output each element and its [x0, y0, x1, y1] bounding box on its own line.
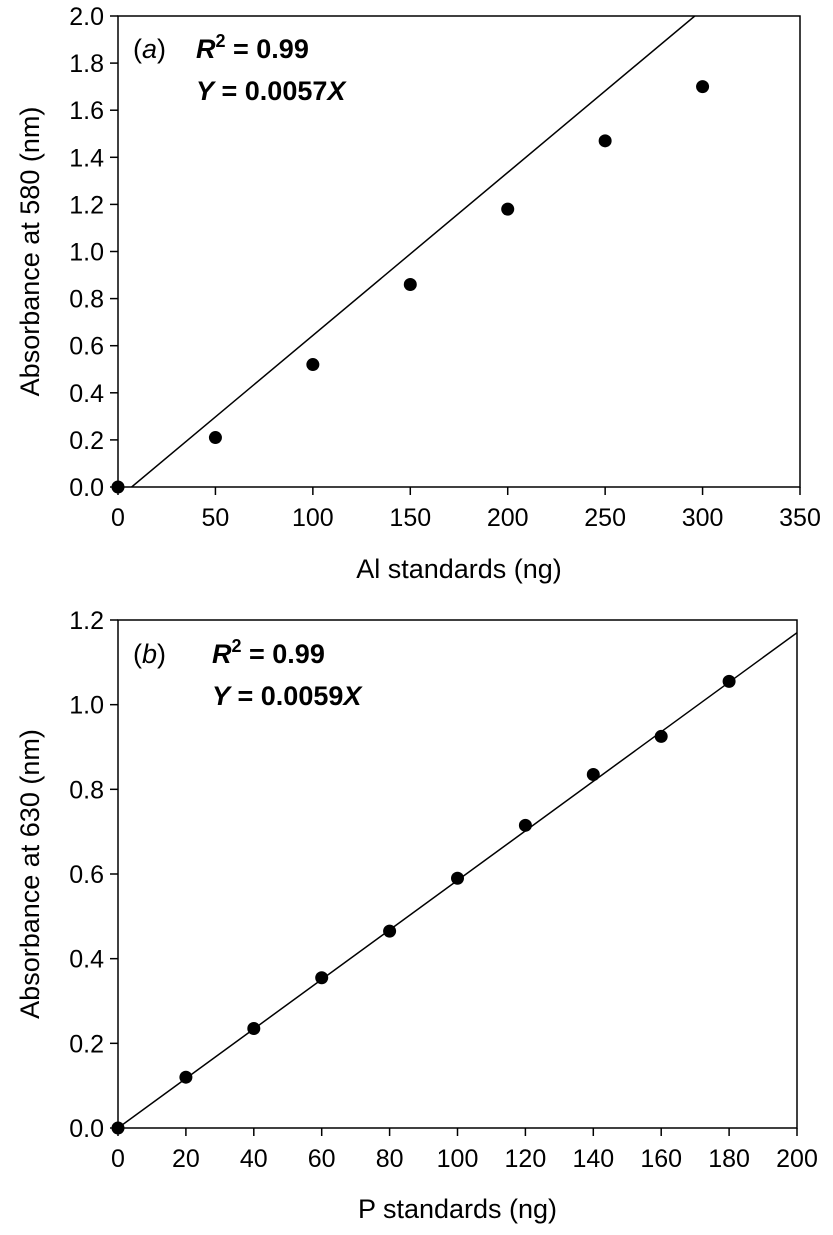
x-axis-title: Al standards (ng): [356, 554, 562, 584]
y-tick-label: 0.2: [69, 427, 104, 455]
data-point: [208, 431, 222, 445]
x-tick-label: 80: [376, 1145, 404, 1173]
r-squared-label: R2 = 0.99: [196, 31, 309, 64]
x-tick-label: 0: [111, 1145, 125, 1173]
x-tick-label: 50: [202, 504, 230, 532]
y-tick-label: 0.0: [69, 474, 104, 502]
y-tick-label: 1.2: [69, 191, 104, 219]
x-tick-label: 0: [111, 504, 125, 532]
x-tick-label: 60: [308, 1145, 336, 1173]
x-tick-label: 160: [640, 1145, 682, 1173]
x-tick-label: 200: [487, 504, 529, 532]
x-tick-label: 180: [708, 1145, 750, 1173]
data-point: [315, 971, 329, 985]
data-point: [518, 818, 532, 832]
y-tick-label: 1.6: [69, 97, 104, 125]
x-tick-label: 120: [505, 1145, 547, 1173]
chart-panel-a: 0 50 100 150 200 250 300 350 0.0 0.2 0.4 0.6 0.8 1.0 1…: [15, 3, 821, 584]
x-tick-label: 300: [682, 504, 724, 532]
y-tick-label: 1.0: [69, 692, 104, 720]
panel-label: (b): [133, 639, 166, 669]
data-point: [501, 202, 515, 216]
r-squared-label: R2 = 0.99: [212, 636, 325, 669]
data-point: [306, 358, 320, 372]
x-tick-label: 20: [172, 1145, 200, 1173]
y-tick-label: 0.4: [69, 380, 104, 408]
data-point: [696, 80, 710, 94]
data-point: [111, 480, 125, 494]
y-tick-label: 1.4: [69, 144, 104, 172]
x-axis-title: P standards (ng): [358, 1194, 557, 1224]
y-tick-label: 2.0: [69, 3, 104, 31]
y-axis-title: Absorbance at 580 (nm): [15, 107, 45, 397]
y-tick-label: 1.2: [69, 607, 104, 635]
y-tick-label: 1.8: [69, 50, 104, 78]
data-point: [722, 674, 736, 688]
x-tick-label: 100: [437, 1145, 479, 1173]
y-tick-label: 0.2: [69, 1030, 104, 1058]
y-tick-label: 0.6: [69, 861, 104, 889]
x-tick-label: 40: [240, 1145, 268, 1173]
y-tick-label: 0.8: [69, 776, 104, 804]
panel-label: (a): [133, 34, 166, 64]
data-point: [247, 1022, 261, 1036]
regression-line: [131, 16, 696, 487]
x-tick-label: 140: [572, 1145, 614, 1173]
data-point: [586, 768, 600, 782]
regression-equation: Y = 0.0057X: [196, 76, 347, 106]
x-tick-label: 100: [292, 504, 334, 532]
data-point: [179, 1070, 193, 1084]
regression-equation: Y = 0.0059X: [212, 681, 363, 711]
y-axis-title: Absorbance at 630 (nm): [15, 729, 45, 1019]
x-tick-label: 250: [584, 504, 626, 532]
chart-panel-b: 0 20 40 60 80 100 120 140 160 180 200 0.0 0.2 0.4 0.6 0…: [15, 607, 818, 1224]
data-point: [451, 871, 464, 885]
data-point: [111, 1121, 125, 1135]
y-tick-label: 0.8: [69, 286, 104, 314]
x-tick-label: 150: [389, 504, 431, 532]
data-point: [383, 924, 397, 938]
y-tick-label: 1.0: [69, 239, 104, 267]
x-tick-label: 200: [776, 1145, 818, 1173]
y-tick-label: 0.4: [69, 946, 104, 974]
y-tick-label: 0.6: [69, 333, 104, 361]
x-tick-label: 350: [779, 504, 821, 532]
y-tick-label: 0.0: [69, 1115, 104, 1143]
data-point: [654, 729, 668, 743]
data-point: [403, 277, 417, 291]
data-point: [598, 134, 612, 148]
